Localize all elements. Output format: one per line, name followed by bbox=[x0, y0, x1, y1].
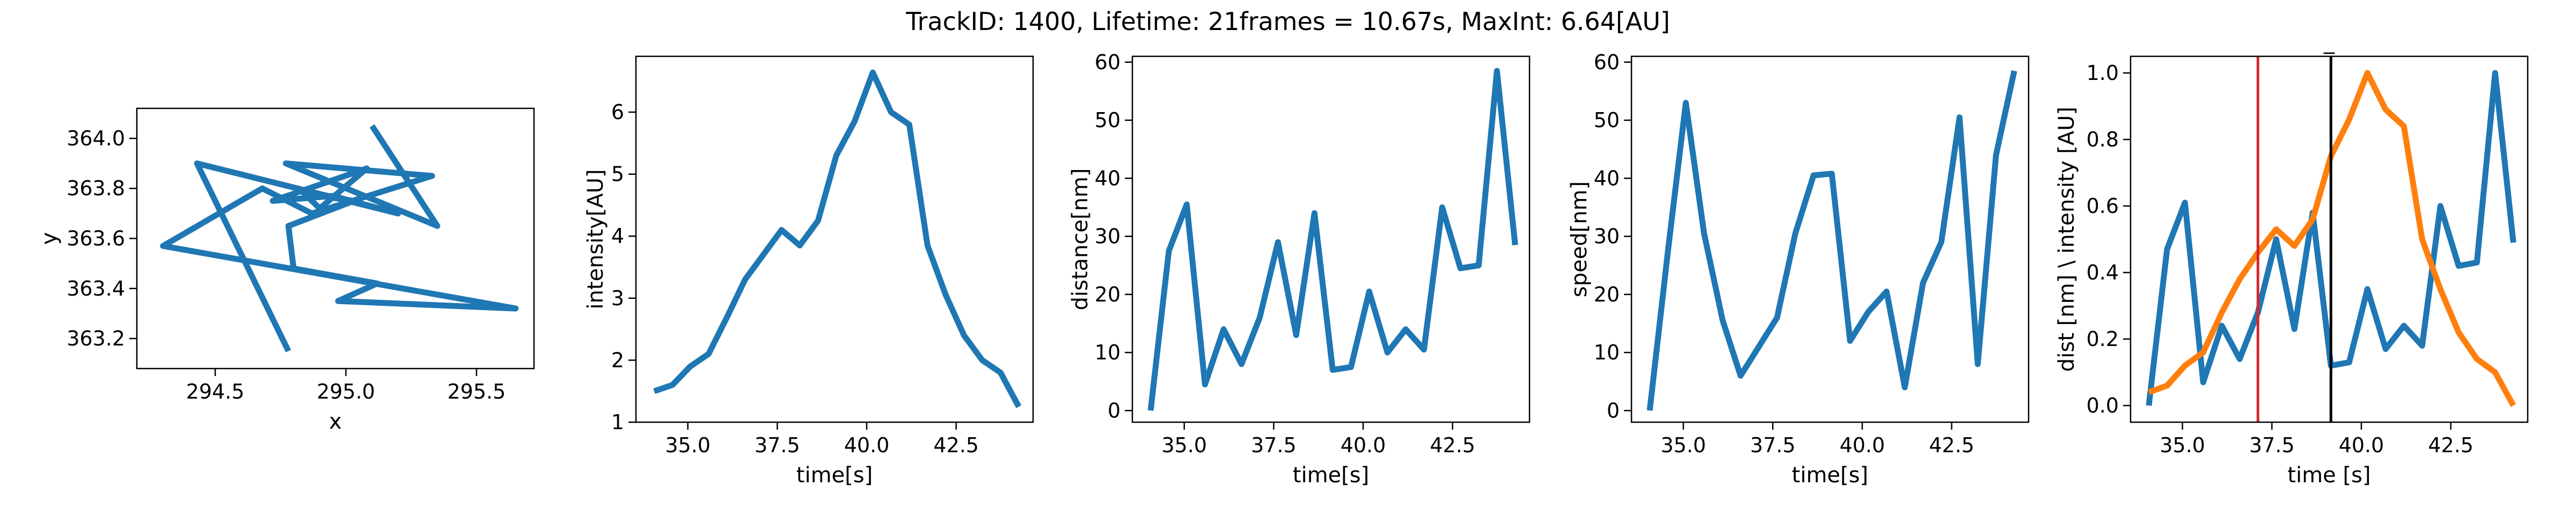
figure-title: TrackID: 1400, Lifetime: 21frames = 10.6… bbox=[905, 7, 1670, 36]
normalized-xtick-label: 40.0 bbox=[2339, 433, 2384, 457]
intensity-ytick-label: 1 bbox=[611, 410, 624, 434]
speed-ytick-label: 30 bbox=[1594, 225, 1620, 248]
speed-ytick-label: 60 bbox=[1594, 50, 1620, 74]
intensity-ytick-label: 2 bbox=[611, 348, 624, 372]
speed-ytick-label: 40 bbox=[1594, 166, 1620, 190]
distance-ylabel: distance[nm] bbox=[1068, 168, 1093, 310]
intensity-plot-area bbox=[653, 69, 1022, 408]
distance-axes-frame bbox=[1131, 55, 1531, 423]
intensity-xtick-label: 40.0 bbox=[844, 433, 890, 457]
xy-track-xtick-label: 295.0 bbox=[317, 380, 375, 403]
normalized-ylabel: dist [nm] \ intensity [AU] bbox=[2054, 107, 2079, 372]
distance-ytick-label: 10 bbox=[1095, 341, 1121, 364]
xy-track-ytick-label: 363.4 bbox=[67, 277, 125, 300]
distance-ytick-label: 50 bbox=[1095, 108, 1121, 132]
distance-ytick-label: 30 bbox=[1095, 225, 1121, 248]
intensity-axes-frame bbox=[635, 55, 1034, 423]
speed-ytick-label: 0 bbox=[1607, 399, 1620, 422]
speed-xtick-label: 35.0 bbox=[1660, 433, 1706, 457]
normalized-ytick-label: 0.8 bbox=[2087, 128, 2119, 151]
speed-ytick-label: 10 bbox=[1594, 341, 1620, 364]
xy-track-ytick-label: 364.0 bbox=[67, 127, 125, 150]
intensity-ytick-label: 4 bbox=[611, 224, 624, 248]
distance-ytick-label: 60 bbox=[1095, 50, 1121, 74]
distance-plot-area bbox=[1147, 68, 1518, 411]
speed-ytick-label: 20 bbox=[1594, 283, 1620, 306]
xy-track-ytick-label: 363.6 bbox=[67, 227, 125, 251]
speed-xtick-label: 40.0 bbox=[1840, 433, 1885, 457]
intensity-ytick-label: 6 bbox=[611, 100, 624, 124]
normalized-ytick-label: 0.2 bbox=[2087, 327, 2119, 351]
normalized-xtick-label: 42.5 bbox=[2428, 433, 2473, 457]
chart-normalized: 35.0 37.5 40.0 42.5 0.0 0.2 0.4 0.6 0.8 1.0 time [… bbox=[2054, 30, 2529, 488]
distance-ytick-label: 0 bbox=[1108, 399, 1121, 422]
intensity-ylabel: intensity[AU] bbox=[583, 169, 608, 309]
distance-xtick-label: 40.0 bbox=[1341, 433, 1386, 457]
xy-track-xtick-label: 294.5 bbox=[186, 380, 245, 403]
speed-ylabel: speed[nm] bbox=[1567, 181, 1592, 297]
normalized-axes-frame bbox=[2129, 55, 2529, 423]
xy-track-series-0-line bbox=[160, 124, 519, 352]
distance-xtick-label: 35.0 bbox=[1161, 433, 1207, 457]
normalized-ytick-label: 0.4 bbox=[2087, 261, 2119, 284]
normalized-ytick-label: 0.6 bbox=[2087, 194, 2119, 218]
distance-xtick-label: 42.5 bbox=[1430, 433, 1475, 457]
speed-xlabel: time[s] bbox=[1792, 463, 1868, 488]
speed-series-0-line bbox=[1646, 70, 2017, 411]
normalized-ytick-label: 0.0 bbox=[2087, 394, 2119, 417]
chart-speed: 35.0 37.5 40.0 42.5 0 10 20 30 40 50 60 time[s] spee… bbox=[1567, 50, 2030, 488]
chart-intensity: 35.0 37.5 40.0 42.5 1 2 3 4 5 6 time[s] intensity[A… bbox=[583, 55, 1034, 488]
normalized-title: _ bbox=[2323, 30, 2335, 54]
intensity-xtick-label: 35.0 bbox=[665, 433, 711, 457]
xy-track-ylabel: y bbox=[37, 232, 62, 245]
normalized-ytick-label: 1.0 bbox=[2087, 61, 2119, 85]
intensity-ytick-label: 3 bbox=[611, 286, 624, 310]
speed-ytick-label: 50 bbox=[1594, 108, 1620, 132]
xy-track-plot-area bbox=[160, 124, 519, 352]
distance-series-0-line bbox=[1147, 68, 1518, 411]
xy-track-xtick-label: 295.5 bbox=[447, 380, 506, 403]
normalized-xtick-label: 35.0 bbox=[2160, 433, 2205, 457]
intensity-xtick-label: 42.5 bbox=[933, 433, 979, 457]
intensity-xlabel: time[s] bbox=[796, 463, 873, 488]
xy-track-ytick-label: 363.8 bbox=[67, 176, 125, 200]
speed-xtick-label: 37.5 bbox=[1750, 433, 1796, 457]
intensity-series-0-line bbox=[653, 69, 1022, 408]
intensity-ytick-label: 5 bbox=[611, 163, 624, 186]
normalized-xlabel: time [s] bbox=[2287, 463, 2370, 488]
xy-track-xlabel: x bbox=[329, 409, 342, 434]
xy-track-ytick-label: 363.2 bbox=[67, 327, 125, 350]
speed-axes-frame bbox=[1630, 55, 2030, 423]
distance-ytick-label: 40 bbox=[1095, 166, 1121, 190]
distance-xtick-label: 37.5 bbox=[1251, 433, 1297, 457]
normalized-plot-area bbox=[2146, 56, 2516, 422]
chart-distance: 35.0 37.5 40.0 42.5 0 10 20 30 40 50 60 time[s] dist… bbox=[1068, 50, 1531, 488]
distance-ytick-label: 20 bbox=[1095, 283, 1121, 306]
intensity-xtick-label: 37.5 bbox=[755, 433, 800, 457]
normalized-xtick-label: 37.5 bbox=[2249, 433, 2295, 457]
speed-xtick-label: 42.5 bbox=[1929, 433, 1974, 457]
speed-plot-area bbox=[1646, 70, 2017, 411]
distance-xlabel: time[s] bbox=[1293, 463, 1369, 488]
chart-xy-track: 294.5 295.0 295.5 363.2 363.4 363.6 363.8 364.0… bbox=[37, 107, 535, 434]
